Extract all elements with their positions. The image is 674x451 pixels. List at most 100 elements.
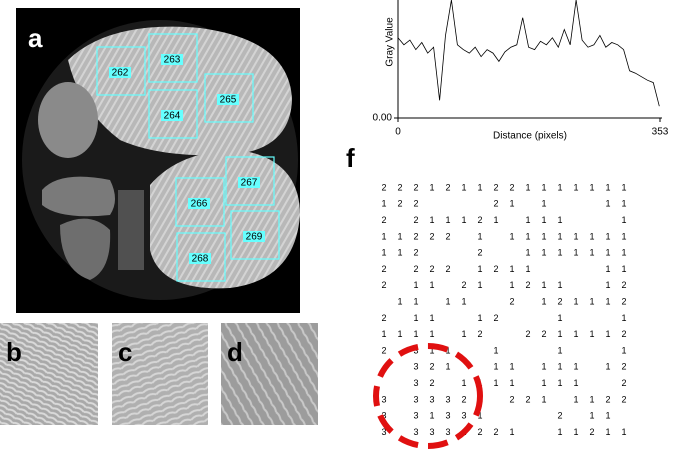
grid-number: 1	[573, 296, 578, 306]
grid-number: 3	[381, 394, 386, 404]
grid-number: 2	[381, 264, 386, 274]
grid-number: 1	[397, 231, 402, 241]
grid-number: 2	[397, 199, 402, 209]
grid-number: 1	[413, 280, 418, 290]
grid-number: 1	[509, 231, 514, 241]
grid-number: 2	[621, 362, 626, 372]
grid-number: 2	[429, 264, 434, 274]
grid-number: 1	[621, 248, 626, 258]
grid-number: 1	[477, 264, 482, 274]
grid-number: 1	[557, 231, 562, 241]
panel-label: f	[346, 143, 355, 173]
grid-number: 3	[413, 394, 418, 404]
grid-number: 1	[413, 313, 418, 323]
grid-number: 1	[557, 248, 562, 258]
grid-number: 1	[525, 215, 530, 225]
grid-number: 1	[429, 280, 434, 290]
mri-image	[16, 8, 300, 313]
grid-number: 2	[541, 329, 546, 339]
panel-label: a	[28, 23, 43, 53]
grid-number: 1	[573, 182, 578, 192]
grid-number: 2	[621, 280, 626, 290]
grid-number: 1	[397, 248, 402, 258]
roi-box	[204, 73, 254, 123]
x-tick-label: 353	[652, 127, 669, 138]
grid-number: 1	[397, 296, 402, 306]
grid-number: 1	[413, 296, 418, 306]
grid-number: 1	[397, 329, 402, 339]
grid-number: 3	[445, 427, 450, 437]
grid-number: 2	[493, 313, 498, 323]
roi-label-bg	[188, 198, 210, 209]
grid-number: 3	[429, 427, 434, 437]
texture-image	[0, 323, 98, 425]
grid-number: 1	[429, 345, 434, 355]
grid-number: 1	[589, 394, 594, 404]
grid-number: 1	[605, 411, 610, 421]
grid-number: 1	[573, 362, 578, 372]
grid-number: 1	[621, 345, 626, 355]
grid-number: 1	[541, 248, 546, 258]
grid-number: 1	[605, 362, 610, 372]
grid-number: 1	[557, 329, 562, 339]
grid-number: 1	[541, 394, 546, 404]
grid-number: 1	[445, 296, 450, 306]
grid-number: 1	[493, 345, 498, 355]
grid-number: 2	[413, 215, 418, 225]
grid-number: 1	[509, 362, 514, 372]
grid-number: 2	[525, 394, 530, 404]
grid-number: 1	[621, 199, 626, 209]
texture-image	[221, 323, 318, 425]
grid-number: 1	[461, 378, 466, 388]
grid-number: 3	[429, 394, 434, 404]
highlight-circle	[373, 343, 483, 449]
grid-number: 2	[413, 199, 418, 209]
grid-number: 1	[605, 296, 610, 306]
grid-number: 3	[413, 362, 418, 372]
grid-number: 2	[589, 427, 594, 437]
grid-number: 2	[381, 215, 386, 225]
grid-number: 2	[397, 182, 402, 192]
grid-number: 1	[621, 313, 626, 323]
grid-number: 1	[509, 264, 514, 274]
grid-number: 1	[413, 329, 418, 339]
grid-number: 1	[573, 427, 578, 437]
roi-label-bg	[217, 94, 239, 105]
grid-number: 2	[429, 231, 434, 241]
roi-label: 264	[164, 111, 181, 122]
grid-number: 1	[445, 345, 450, 355]
grid-number: 1	[445, 362, 450, 372]
roi-label: 267	[241, 178, 258, 189]
grid-number: 1	[461, 296, 466, 306]
grid-number: 2	[477, 215, 482, 225]
grid-number: 1	[541, 378, 546, 388]
grid-number: 1	[461, 182, 466, 192]
grid-number: 1	[541, 231, 546, 241]
grid-number: 2	[477, 427, 482, 437]
grid-number: 3	[445, 411, 450, 421]
x-axis-label: Distance (pixels)	[493, 131, 567, 142]
profile-line	[397, 0, 660, 107]
grid-number: 1	[477, 280, 482, 290]
roi-label: 263	[164, 55, 181, 66]
grid-number: 2	[429, 378, 434, 388]
grid-number: 1	[477, 313, 482, 323]
grid-number: 1	[605, 427, 610, 437]
grid-number: 1	[509, 199, 514, 209]
grid-number: 1	[461, 329, 466, 339]
grid-number: 1	[525, 182, 530, 192]
grid-number: 1	[477, 231, 482, 241]
y-tick-label: 0.00	[373, 113, 393, 124]
grid-number: 2	[381, 313, 386, 323]
grid-number: 1	[573, 329, 578, 339]
grid-number: 1	[605, 280, 610, 290]
panel-label: b	[6, 337, 22, 367]
grid-number: 1	[573, 378, 578, 388]
grid-number: 1	[573, 231, 578, 241]
grid-number: 1	[557, 182, 562, 192]
roi-box	[96, 46, 146, 96]
grid-number: 1	[525, 231, 530, 241]
grid-number: 1	[557, 362, 562, 372]
roi-label-bg	[238, 177, 260, 188]
grid-number: 2	[621, 394, 626, 404]
